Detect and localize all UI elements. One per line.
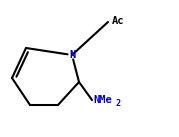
Text: N: N <box>69 50 75 60</box>
Text: NMe: NMe <box>93 95 112 105</box>
Text: Ac: Ac <box>112 16 125 26</box>
Text: 2: 2 <box>116 99 121 108</box>
